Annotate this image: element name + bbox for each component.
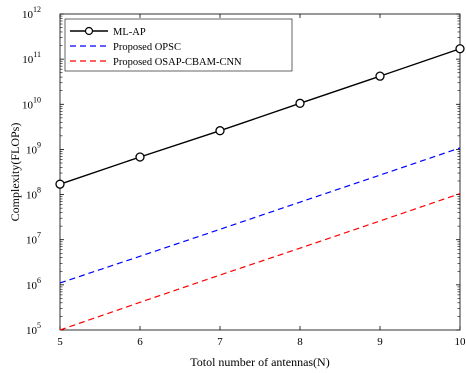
y-tick-label: 1011 [22, 50, 41, 66]
y-tick-base: 10 [26, 280, 38, 292]
y-tick-exponent: 10 [33, 95, 41, 104]
legend: ML-AP Proposed OPSC Proposed OSAP-CBAM-CNN [64, 18, 293, 72]
y-tick-label: 1010 [22, 95, 41, 111]
y-tick-label: 105 [26, 321, 41, 337]
y-tick-exponent: 11 [33, 50, 41, 59]
x-tick-label: 9 [377, 336, 383, 348]
series-line-2 [59, 193, 461, 331]
data-point-0 [455, 44, 465, 54]
x-tick-label: 8 [297, 336, 303, 348]
y-tick-exponent: 9 [37, 140, 41, 149]
y-tick-base: 10 [26, 235, 38, 247]
y-tick-label: 106 [26, 276, 41, 292]
y-tick-exponent: 12 [33, 5, 41, 14]
y-tick-exponent: 5 [37, 321, 41, 330]
legend-marker-0 [84, 26, 94, 36]
y-tick-label: 109 [26, 140, 41, 156]
legend-label-2: Proposed OSAP-CBAM-CNN [113, 57, 242, 68]
y-tick-exponent: 6 [37, 276, 41, 285]
series-line-0 [59, 48, 461, 185]
y-tick-base: 10 [26, 190, 38, 202]
series-layer [55, 44, 465, 331]
data-point-0 [295, 98, 305, 108]
y-axis-title: Complexity(FLOPs) [8, 123, 22, 222]
x-tick-label: 7 [217, 336, 223, 348]
legend-label-1: Proposed OPSC [113, 42, 181, 53]
y-tick-base: 10 [26, 144, 38, 156]
y-tick-label: 1012 [22, 5, 41, 21]
x-tick-label: 5 [57, 336, 63, 348]
data-point-0 [375, 71, 385, 81]
x-axis-title: Totol number of antennas(N) [190, 355, 329, 369]
data-point-0 [215, 126, 225, 136]
data-point-0 [55, 179, 65, 189]
legend-label-0: ML-AP [113, 27, 146, 38]
y-tick-base: 10 [22, 54, 34, 66]
x-tick-label: 10 [455, 336, 466, 348]
series-line-1 [59, 147, 461, 284]
y-tick-exponent: 8 [37, 186, 41, 195]
y-tick-exponent: 7 [37, 231, 41, 240]
y-tick-label: 108 [26, 186, 41, 202]
x-tick-label: 6 [137, 336, 143, 348]
y-tick-base: 10 [26, 325, 38, 337]
y-tick-base: 10 [22, 9, 34, 21]
y-tick-base: 10 [22, 99, 34, 111]
legend-box [64, 18, 293, 72]
data-point-0 [135, 152, 145, 162]
y-tick-label: 107 [26, 231, 41, 247]
